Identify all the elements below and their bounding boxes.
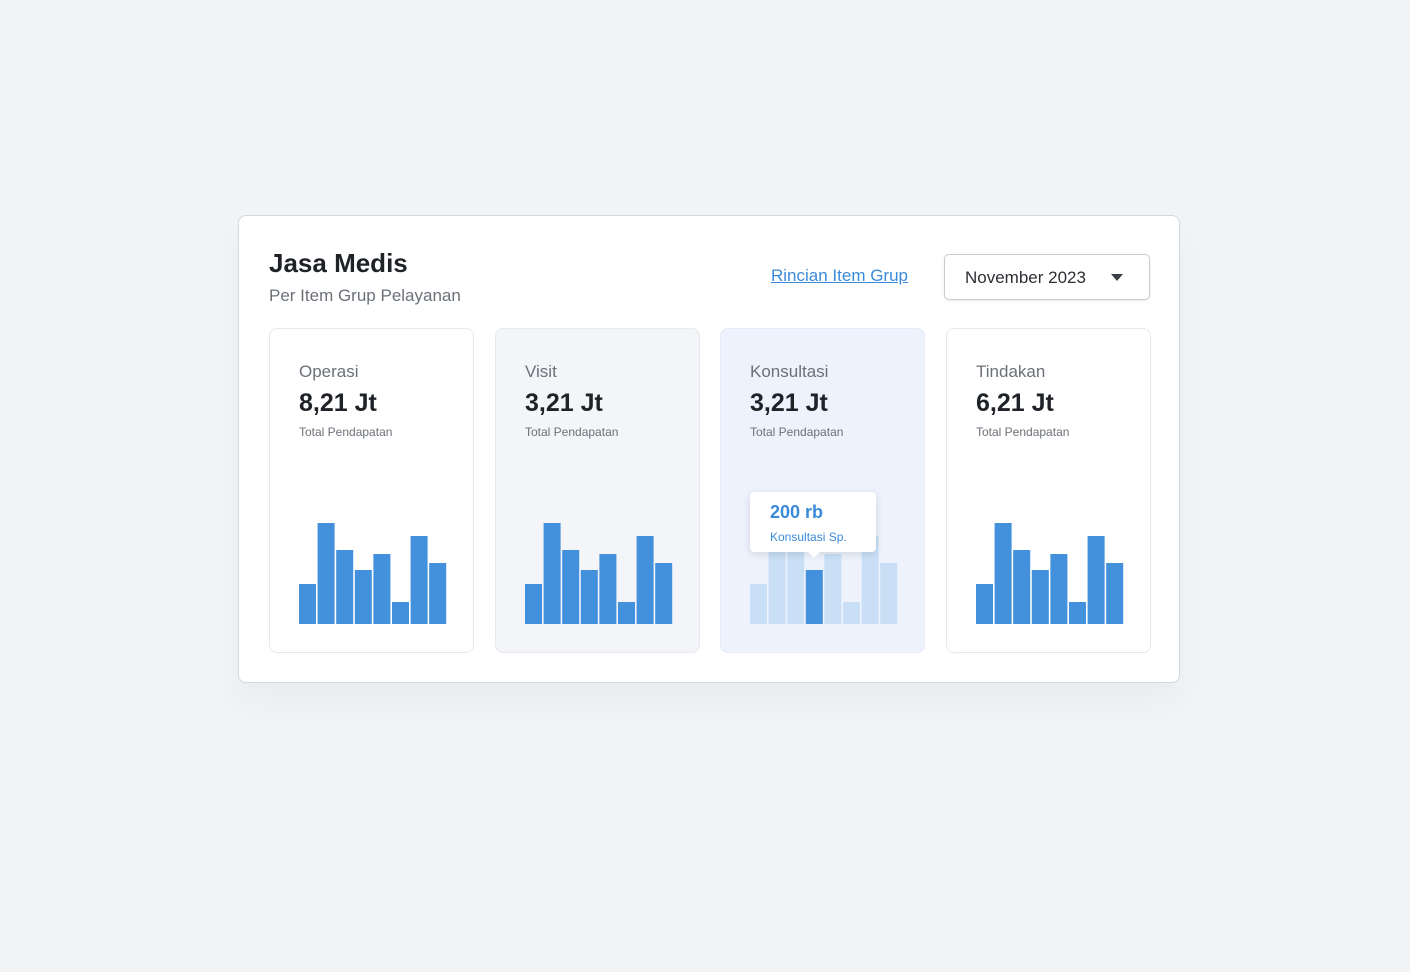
- tooltip-label: Konsultasi Sp.: [770, 530, 847, 544]
- subtitle: Per Item Grup Pelayanan: [269, 286, 461, 305]
- bar: [1106, 563, 1124, 624]
- bar: [880, 563, 898, 624]
- bar: [1069, 602, 1086, 624]
- tooltip-value: 200 rb: [770, 502, 824, 522]
- bar: [392, 602, 409, 624]
- tooltip: 200 rb Konsultasi Sp.: [750, 492, 876, 558]
- bar: [299, 584, 316, 624]
- bar: [750, 584, 767, 624]
- bar: [580, 570, 598, 624]
- bar: [824, 554, 842, 624]
- bar: [636, 536, 654, 624]
- card-caption: Total Pendapatan: [525, 425, 619, 439]
- card-value: 3,21 Jt: [525, 389, 603, 417]
- card-caption: Total Pendapatan: [750, 425, 844, 439]
- card-label: Operasi: [299, 362, 359, 381]
- card-value: 3,21 Jt: [750, 389, 828, 417]
- mini-bar-chart: [299, 523, 447, 624]
- title: Jasa Medis: [269, 248, 408, 278]
- dropdown-caret: [1111, 274, 1123, 281]
- card-caption: Total Pendapatan: [299, 425, 393, 439]
- bar: [994, 523, 1012, 624]
- metric-card: Visit 3,21 Jt Total Pendapatan: [495, 328, 700, 653]
- bar: [618, 602, 635, 624]
- bar: [1087, 536, 1105, 624]
- mini-bar-chart: [525, 523, 673, 624]
- metric-card: Tindakan 6,21 Jt Total Pendapatan: [946, 328, 1151, 653]
- card-caption: Total Pendapatan: [976, 425, 1070, 439]
- bar: [354, 570, 372, 624]
- panel: Jasa Medis Per Item Grup Pelayanan Rinci…: [238, 215, 1180, 683]
- bar: [843, 602, 860, 624]
- bar: [410, 536, 428, 624]
- metric-card: Operasi 8,21 Jt Total Pendapatan: [269, 328, 474, 653]
- bar: [562, 550, 580, 624]
- card-value: 8,21 Jt: [299, 389, 377, 417]
- bar: [1050, 554, 1068, 624]
- mini-bar-chart: [976, 523, 1124, 624]
- bar: [525, 584, 542, 624]
- detail-link[interactable]: Rincian Item Grup: [771, 266, 908, 285]
- bar: [655, 563, 673, 624]
- bar: [1031, 570, 1049, 624]
- bar: [429, 563, 447, 624]
- bar: [1013, 550, 1031, 624]
- bar: [543, 523, 561, 624]
- bar: [805, 570, 823, 624]
- bar: [976, 584, 993, 624]
- card-label: Tindakan: [976, 362, 1046, 381]
- dropdown-label: November 2023: [965, 268, 1086, 287]
- bar: [336, 550, 354, 624]
- bar: [861, 536, 879, 624]
- bar: [373, 554, 391, 624]
- bar: [599, 554, 617, 624]
- month-dropdown[interactable]: November 2023: [944, 254, 1150, 300]
- bar: [317, 523, 335, 624]
- card-value: 6,21 Jt: [976, 389, 1054, 417]
- card-label: Konsultasi: [750, 362, 829, 381]
- bar: [787, 550, 805, 624]
- metric-card: Konsultasi 3,21 Jt Total Pendapatan 200 rb K…: [720, 328, 925, 653]
- card-label: Visit: [525, 362, 557, 381]
